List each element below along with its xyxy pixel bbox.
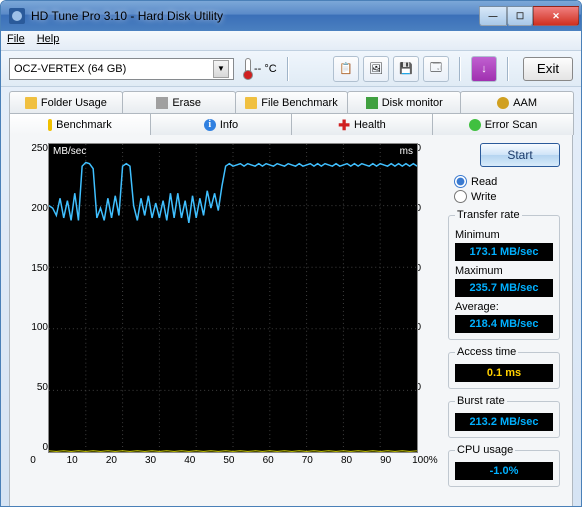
minimize-button[interactable]: — <box>479 6 507 26</box>
tab-aam[interactable]: AAM <box>460 91 574 113</box>
tab-disk-monitor[interactable]: Disk monitor <box>347 91 461 113</box>
cpu-usage-group: CPU usage -1.0% <box>448 444 560 487</box>
minimize-icon: — <box>489 11 498 21</box>
start-button[interactable]: Start <box>480 143 560 167</box>
download-icon: ↓ <box>481 63 487 75</box>
chart-area: 250200150100500 50403020100 MB/sec ms 01… <box>18 143 440 504</box>
close-button[interactable]: ✕ <box>533 6 579 26</box>
exit-button[interactable]: Exit <box>523 57 573 81</box>
cpu-value: -1.0% <box>455 462 553 480</box>
file-icon <box>245 97 257 109</box>
thermometer-icon <box>242 58 252 80</box>
tab-health[interactable]: ✚Health <box>291 113 433 135</box>
menu-file[interactable]: File <box>7 33 25 48</box>
burst-value: 213.2 MB/sec <box>455 413 553 431</box>
temperature-display: -- °C <box>242 58 277 80</box>
toolbar: OCZ-VERTEX (64 GB) ▼ -- °C 📋 🖼 💾 🗔 ↓ Exi… <box>1 51 581 87</box>
write-radio[interactable] <box>454 190 467 203</box>
results-sidebar: Start Read Write Transfer rate Minimum 1… <box>448 143 560 504</box>
window-title: HD Tune Pro 3.10 - Hard Disk Utility <box>31 9 223 23</box>
tab-file-benchmark[interactable]: File Benchmark <box>235 91 349 113</box>
cpu-legend: CPU usage <box>455 444 515 456</box>
save-icon: 💾 <box>399 62 413 75</box>
search-icon <box>469 119 481 131</box>
y-axis-left: 250200150100500 <box>18 143 48 453</box>
screenshot-icon: 🖼 <box>369 62 383 75</box>
copy-screenshot-button[interactable]: 🖼 <box>363 56 389 82</box>
titlebar[interactable]: HD Tune Pro 3.10 - Hard Disk Utility — ☐… <box>1 1 581 31</box>
close-icon: ✕ <box>552 11 560 22</box>
avg-value: 218.4 MB/sec <box>455 315 553 333</box>
min-value: 173.1 MB/sec <box>455 243 553 261</box>
maximize-button[interactable]: ☐ <box>507 6 533 26</box>
max-value: 235.7 MB/sec <box>455 279 553 297</box>
write-radio-label[interactable]: Write <box>454 190 560 203</box>
options-icon: 🗔 <box>430 59 442 78</box>
access-time-group: Access time 0.1 ms <box>448 346 560 389</box>
tab-erase[interactable]: Erase <box>122 91 236 113</box>
info-icon: i <box>204 119 216 131</box>
monitor-icon <box>366 97 378 109</box>
read-radio-label[interactable]: Read <box>454 175 560 188</box>
device-select[interactable]: OCZ-VERTEX (64 GB) ▼ <box>9 58 234 80</box>
copy-info-button[interactable]: 📋 <box>333 56 359 82</box>
app-window: HD Tune Pro 3.10 - Hard Disk Utility — ☐… <box>0 0 582 507</box>
avg-label: Average: <box>455 301 553 313</box>
burst-rate-group: Burst rate 213.2 MB/sec <box>448 395 560 438</box>
tab-info[interactable]: iInfo <box>150 113 292 135</box>
dropdown-icon: ▼ <box>213 60 229 78</box>
folder-icon <box>25 97 37 109</box>
temperature-text: -- °C <box>254 63 277 75</box>
separator <box>287 57 289 81</box>
save-button[interactable]: 💾 <box>393 56 419 82</box>
access-legend: Access time <box>455 346 518 358</box>
device-select-text: OCZ-VERTEX (64 GB) <box>14 63 126 75</box>
menubar: File Help <box>1 31 581 51</box>
separator <box>507 57 509 81</box>
transfer-legend: Transfer rate <box>455 209 522 221</box>
tab-error-scan[interactable]: Error Scan <box>432 113 574 135</box>
burst-legend: Burst rate <box>455 395 507 407</box>
chart-svg <box>49 144 417 452</box>
separator <box>459 57 461 81</box>
copy-icon: 📋 <box>339 62 353 75</box>
menu-help[interactable]: Help <box>37 33 60 48</box>
save-log-button[interactable]: ↓ <box>471 56 497 82</box>
benchmark-panel: 250200150100500 50403020100 MB/sec ms 01… <box>9 135 573 507</box>
read-radio[interactable] <box>454 175 467 188</box>
app-icon <box>9 8 25 24</box>
tab-benchmark[interactable]: Benchmark <box>9 113 151 135</box>
tab-folder-usage[interactable]: Folder Usage <box>9 91 123 113</box>
transfer-rate-group: Transfer rate Minimum 173.1 MB/sec Maxim… <box>448 209 560 340</box>
tab-row-lower: Benchmark iInfo ✚Health Error Scan <box>9 113 573 135</box>
options-button[interactable]: 🗔 <box>423 56 449 82</box>
speaker-icon <box>497 97 509 109</box>
health-icon: ✚ <box>338 120 350 130</box>
max-label: Maximum <box>455 265 553 277</box>
maximize-icon: ☐ <box>516 11 524 22</box>
min-label: Minimum <box>455 229 553 241</box>
chart-canvas: MB/sec ms <box>48 143 418 453</box>
x-axis: 0102030405060708090100% <box>18 455 440 466</box>
benchmark-icon <box>48 119 52 131</box>
tab-row-upper: Folder Usage Erase File Benchmark Disk m… <box>9 91 573 113</box>
erase-icon <box>156 97 168 109</box>
access-value: 0.1 ms <box>455 364 553 382</box>
